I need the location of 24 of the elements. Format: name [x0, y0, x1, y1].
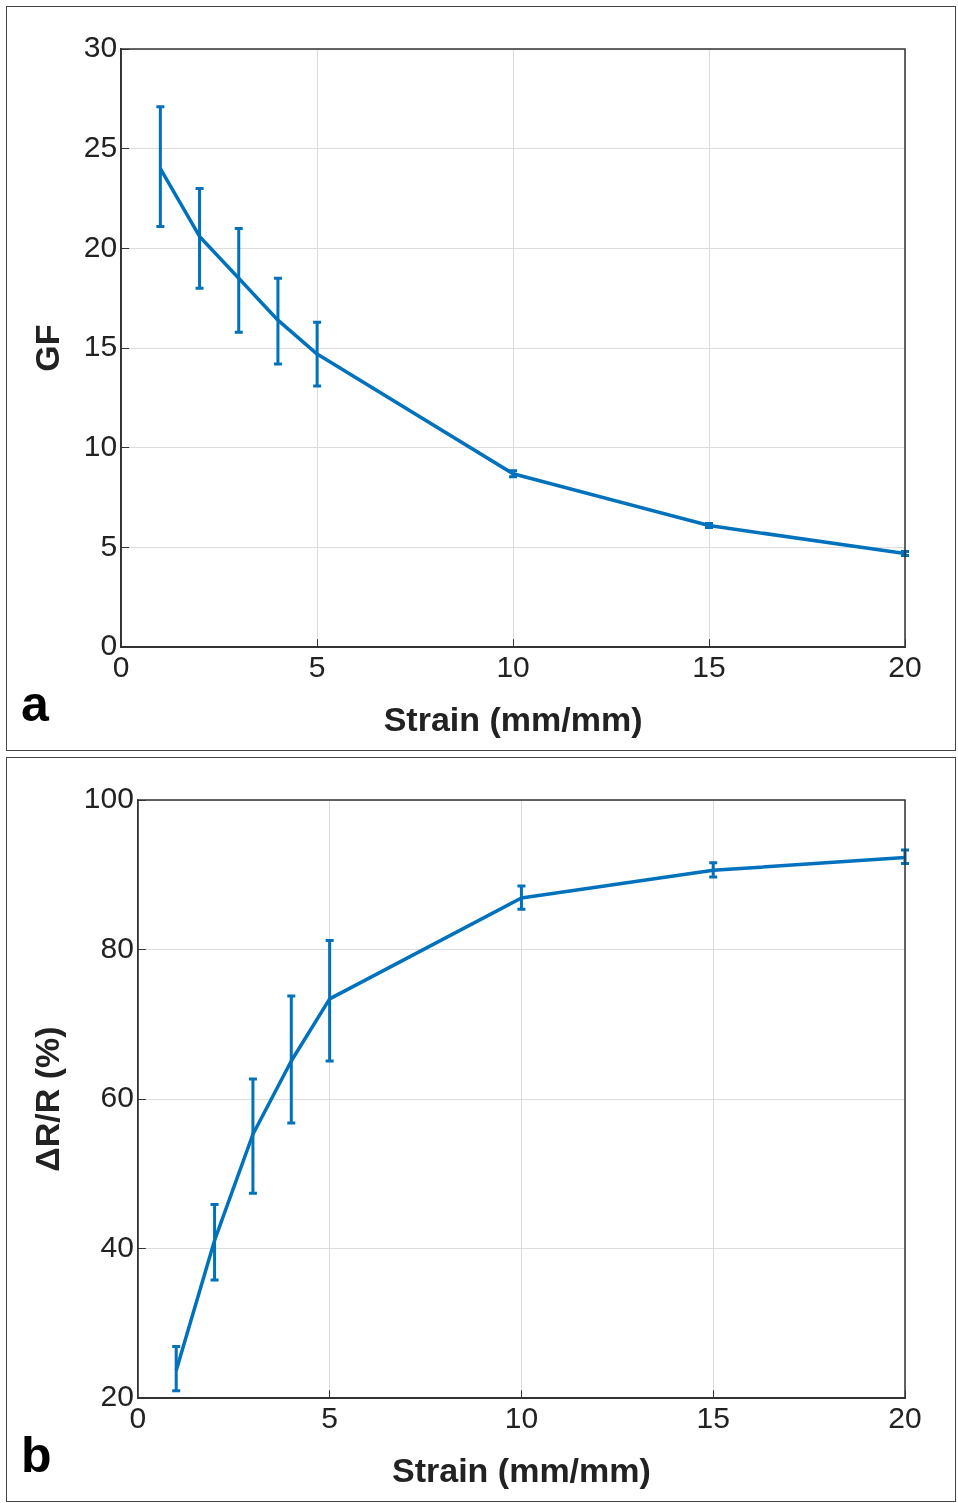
x-axis-title: Strain (mm/mm) — [383, 699, 643, 738]
y-tick-label: 30 — [83, 30, 118, 64]
y-tick-label: 10 — [83, 429, 118, 463]
x-axis-title: Strain (mm/mm) — [392, 1450, 651, 1489]
y-tick-label: 25 — [83, 129, 118, 163]
y-tick-label: 15 — [83, 329, 118, 363]
x-tick-label: 10 — [504, 1401, 539, 1435]
y-axis-title: GF — [27, 324, 66, 372]
x-tick-label: 10 — [496, 650, 530, 684]
x-tick-label: 5 — [308, 650, 326, 684]
y-tick-label: 80 — [100, 930, 134, 964]
x-tick-label: 20 — [888, 1401, 922, 1435]
y-tick-label: 5 — [100, 528, 118, 562]
text: a — [21, 675, 50, 732]
y-tick-label: 40 — [100, 1229, 134, 1263]
y-tick-label: 60 — [100, 1080, 134, 1114]
y-tick-label: 100 — [83, 781, 134, 815]
x-tick-label: 15 — [696, 1401, 730, 1435]
x-tick-label: 15 — [692, 650, 726, 684]
y-tick-label: 20 — [83, 229, 118, 263]
y-axis-title: ΔR/R (%) — [27, 1026, 66, 1172]
x-tick-label: 20 — [888, 650, 922, 684]
text: b — [21, 1426, 52, 1483]
x-tick-label: 5 — [321, 1401, 338, 1435]
